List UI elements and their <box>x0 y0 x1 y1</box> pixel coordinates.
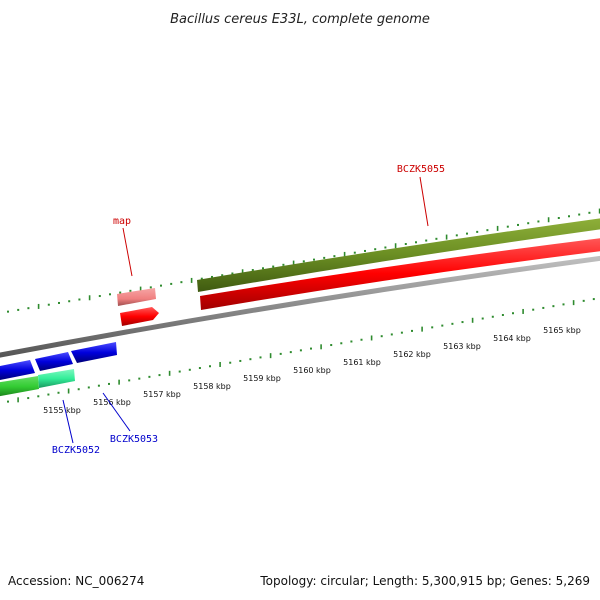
topology-summary: Topology: circular; Length: 5,300,915 bp… <box>259 574 590 588</box>
cds-blue-2[interactable] <box>35 352 73 371</box>
inner-tick-ring: 5155 kbp 5156 kbp 5157 kbp 5158 kbp 5159 kbp… <box>7 298 595 415</box>
tick-label: 5159 kbp <box>243 374 281 383</box>
tick-label: 5162 kbp <box>393 350 431 359</box>
cds-blue-1[interactable] <box>0 360 35 380</box>
tick-label: 5164 kbp <box>493 334 531 343</box>
tick-label: 5156 kbp <box>93 398 131 407</box>
tick-label: 5165 kbp <box>543 326 581 335</box>
label-bczk5052[interactable]: BCZK5052 <box>52 445 100 456</box>
tick-label: 5163 kbp <box>443 342 481 351</box>
label-bczk5055[interactable]: BCZK5055 <box>397 164 445 175</box>
cds-red-large[interactable] <box>200 237 600 310</box>
tick-label: 5160 kbp <box>293 366 331 375</box>
gene-bczk5055[interactable] <box>197 217 600 292</box>
leader-bczk5053 <box>102 392 131 432</box>
genome-backbone <box>0 255 600 358</box>
gene-green[interactable] <box>0 376 39 397</box>
leader-map <box>122 227 133 277</box>
tick-label: 5158 kbp <box>193 382 231 391</box>
leader-bczk5055 <box>419 176 429 227</box>
label-bczk5053[interactable]: BCZK5053 <box>110 434 158 445</box>
label-map[interactable]: map <box>113 216 131 227</box>
leader-bczk5052 <box>62 399 74 444</box>
gene-bczk5053-cyan[interactable] <box>38 369 75 388</box>
tick-label: 5161 kbp <box>343 358 381 367</box>
map-title: Bacillus cereus E33L, complete genome <box>170 12 430 27</box>
cds-map-red-arrow[interactable] <box>120 307 159 326</box>
gene-map-pink[interactable] <box>117 288 156 306</box>
accession-text: Accession: NC_006274 <box>8 574 144 588</box>
cds-blue-3[interactable] <box>71 342 117 363</box>
tick-label: 5157 kbp <box>143 390 181 399</box>
tick-label: 5155 kbp <box>43 406 81 415</box>
